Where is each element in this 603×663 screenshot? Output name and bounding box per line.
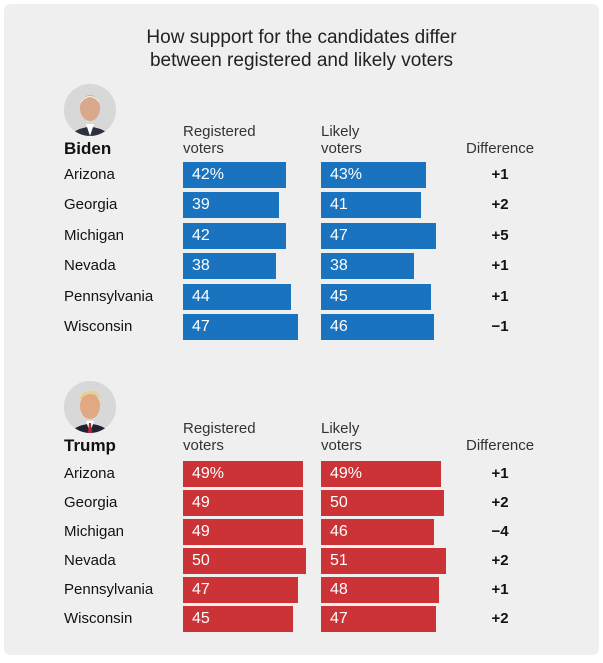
trump-registered-bar: 49 — [183, 519, 304, 545]
trump-state-label: Arizona — [64, 465, 115, 482]
biden-likely-bar: 43% — [321, 162, 427, 188]
trump-likely-bar: 51 — [321, 548, 446, 574]
trump-state-label: Michigan — [64, 523, 125, 540]
biden-likely-bar: 46 — [321, 314, 434, 340]
trump-likely-bar: 46 — [321, 519, 434, 545]
biden-likely-bar: 38 — [321, 253, 415, 280]
trump-difference-value: +1 — [491, 581, 509, 598]
biden-difference-value: +1 — [491, 287, 509, 305]
biden-state-label: Wisconsin — [64, 318, 133, 335]
trump-registered-bar: 49% — [183, 461, 304, 487]
biden-portrait-icon — [64, 84, 116, 136]
trump-likely-header: Likely voters — [321, 420, 362, 454]
biden-registered-bar: 38 — [183, 253, 277, 280]
trump-difference-header: Difference — [466, 437, 535, 454]
biden-likely-header: Likely voters — [321, 123, 362, 157]
trump-likely-bar: 48 — [321, 577, 439, 603]
biden-registered-bar: 39 — [183, 192, 279, 219]
biden-likely-bar: 45 — [321, 283, 432, 310]
trump-state-label: Georgia — [64, 494, 118, 511]
biden-state-label: Georgia — [64, 196, 118, 214]
trump-registered-bar: 50 — [183, 548, 306, 574]
biden-state-label: Arizona — [64, 166, 115, 183]
biden-name: Biden — [64, 139, 112, 158]
biden-state-label: Michigan — [64, 226, 125, 244]
biden-difference-value: +5 — [491, 226, 509, 244]
trump-difference-value: −4 — [491, 523, 509, 540]
trump-registered-header: Registered voters — [183, 420, 256, 454]
trump-likely-bar: 50 — [321, 490, 444, 516]
chart-title-line-1: How support for the candidates differ — [146, 27, 457, 48]
trump-state-label: Wisconsin — [64, 610, 133, 627]
biden-difference-value: −1 — [491, 318, 509, 335]
biden-difference-header: Difference — [466, 140, 535, 157]
biden-registered-bar: 42% — [183, 162, 286, 188]
biden-registered-bar: 47 — [183, 314, 299, 340]
biden-registered-bar: 44 — [183, 283, 291, 310]
trump-name: Trump — [64, 436, 116, 455]
chart-title: How support for the candidates differ be… — [0, 26, 603, 72]
trump-state-label: Nevada — [64, 552, 116, 569]
biden-difference-value: +1 — [491, 257, 509, 275]
trump-difference-value: +1 — [491, 465, 509, 482]
biden-difference-value: +2 — [491, 196, 509, 214]
trump-registered-bar: 49 — [183, 490, 304, 516]
trump-difference-value: +2 — [491, 610, 509, 627]
biden-registered-header: Registered voters — [183, 123, 256, 157]
biden-state-label: Nevada — [64, 257, 116, 275]
trump-likely-bar: 47 — [321, 606, 437, 632]
trump-difference-value: +2 — [491, 494, 509, 511]
biden-difference-value: +1 — [491, 166, 509, 183]
trump-difference-value: +2 — [491, 552, 509, 569]
biden-likely-bar: 41 — [321, 192, 422, 219]
trump-portrait-icon — [64, 381, 116, 433]
trump-likely-bar: 49% — [321, 461, 442, 487]
trump-state-label: Pennsylvania — [64, 581, 154, 598]
biden-registered-bar: 42 — [183, 222, 286, 249]
chart-title-line-2: between registered and likely voters — [149, 50, 454, 71]
biden-state-label: Pennsylvania — [64, 287, 154, 305]
trump-registered-bar: 45 — [183, 606, 294, 632]
biden-likely-bar: 47 — [321, 222, 437, 249]
trump-registered-bar: 47 — [183, 577, 299, 603]
